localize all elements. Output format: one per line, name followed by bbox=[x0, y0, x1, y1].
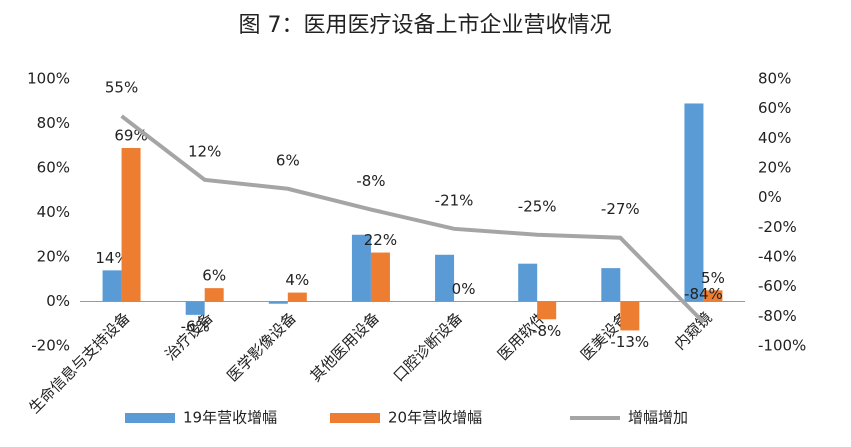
y-tick-label: 40% bbox=[37, 203, 70, 221]
x-tick-label: 生命信息与支持设备 bbox=[25, 309, 133, 417]
data-label: -8% bbox=[532, 322, 561, 340]
chart-title: 图 7：医用医疗设备上市企业营收情况 bbox=[239, 13, 612, 38]
x-tick-label: 医学影像设备 bbox=[223, 309, 299, 385]
line-label: -25% bbox=[518, 197, 557, 215]
data-label: 69% bbox=[114, 126, 147, 144]
y-tick-label: -20% bbox=[31, 337, 70, 355]
y2-tick-label: -60% bbox=[758, 277, 797, 295]
legend-label: 20年营收增幅 bbox=[388, 409, 482, 427]
bar bbox=[287, 292, 307, 302]
line-label: -27% bbox=[601, 200, 640, 218]
bar bbox=[370, 252, 390, 302]
y2-tick-label: -40% bbox=[758, 248, 797, 266]
line-label: 6% bbox=[276, 151, 300, 169]
line-label: -21% bbox=[435, 191, 474, 209]
bar bbox=[435, 254, 455, 302]
x-tick-label: 口腔诊断设备 bbox=[390, 309, 466, 385]
data-label: 0% bbox=[452, 280, 476, 298]
bar bbox=[121, 147, 141, 302]
y2-tick-label: 60% bbox=[758, 99, 791, 117]
bar bbox=[684, 103, 704, 302]
legend-swatch bbox=[330, 413, 380, 423]
line bbox=[120, 114, 705, 324]
data-label: -13% bbox=[610, 333, 649, 351]
bar bbox=[351, 234, 371, 302]
line-label: -8% bbox=[356, 172, 385, 190]
y2-tick-label: -100% bbox=[758, 337, 806, 355]
bar bbox=[537, 301, 557, 320]
bar bbox=[518, 263, 538, 302]
bar bbox=[620, 301, 640, 331]
bar bbox=[601, 268, 621, 302]
bar bbox=[703, 290, 723, 302]
y2-tick-label: -80% bbox=[758, 307, 797, 325]
bar bbox=[204, 288, 224, 302]
x-tick-label: 其他医用设备 bbox=[307, 309, 383, 385]
y-tick-label: 0% bbox=[46, 292, 70, 310]
y2-tick-label: 20% bbox=[758, 159, 791, 177]
y-tick-label: 100% bbox=[27, 70, 70, 88]
y-tick-label: 60% bbox=[37, 159, 70, 177]
line-label: 55% bbox=[105, 79, 138, 97]
legend-label: 19年营收增幅 bbox=[183, 409, 277, 427]
y-tick-label: 20% bbox=[37, 248, 70, 266]
y2-tick-label: -20% bbox=[758, 218, 797, 236]
y2-tick-label: 40% bbox=[758, 129, 791, 147]
bar bbox=[185, 301, 205, 315]
bar bbox=[102, 270, 122, 302]
data-label: 4% bbox=[285, 271, 309, 289]
data-label: 6% bbox=[202, 267, 226, 285]
data-label: 14% bbox=[95, 249, 128, 267]
y-tick-label: 80% bbox=[37, 114, 70, 132]
data-label: 5% bbox=[701, 269, 725, 287]
line-label: -84% bbox=[684, 285, 723, 303]
y2-tick-label: 0% bbox=[758, 188, 782, 206]
y2-tick-label: 80% bbox=[758, 70, 791, 88]
bar bbox=[268, 301, 288, 304]
line-label: 12% bbox=[188, 142, 221, 160]
legend-swatch bbox=[125, 413, 175, 423]
x-tick-label: 内窥镜 bbox=[671, 309, 716, 354]
data-label: 22% bbox=[364, 231, 397, 249]
data-label: -6% bbox=[181, 317, 210, 335]
legend-label: 增幅增加 bbox=[628, 409, 688, 427]
